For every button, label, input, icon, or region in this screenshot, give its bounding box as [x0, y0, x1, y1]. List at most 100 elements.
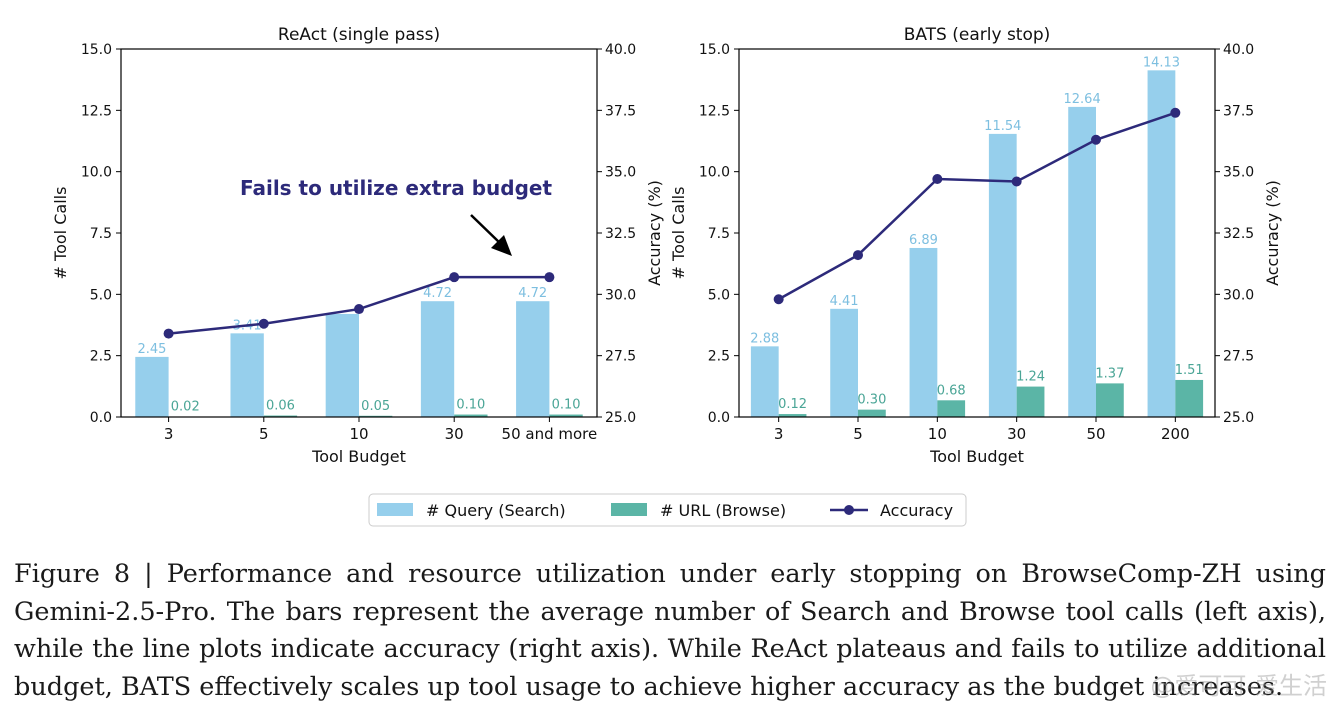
y2-axis-label: Accuracy (%) [1263, 180, 1282, 286]
accuracy-point [853, 250, 863, 261]
search-data-label: 4.41 [830, 294, 859, 309]
y2-tick-label: 25.0 [605, 410, 636, 426]
accuracy-point [354, 304, 364, 315]
browse-bar [263, 415, 298, 417]
search-bar [325, 313, 359, 417]
browse-bar [1016, 386, 1045, 417]
y-axis-label: # Tool Calls [669, 187, 688, 280]
figure-charts: 2.453.414.72 4.720.02 0.06 0.05 0.10 0.100.02… [51, 25, 1282, 527]
browse-data-label: 0.10 [552, 398, 581, 413]
browse-data-label: 0.68 [937, 383, 966, 398]
y2-tick-label: 25.0 [1223, 410, 1254, 426]
browse-bar [858, 409, 886, 417]
browse-data-label: 0.12 [778, 397, 807, 412]
y2-tick-label: 30.0 [605, 287, 636, 303]
y2-tick-label: 40.0 [605, 42, 636, 58]
legend-search-label: # Query (Search) [426, 501, 566, 520]
browse-bar [359, 415, 393, 417]
y2-tick-label: 35.0 [605, 165, 636, 181]
chart-2: 2.88 4.41 6.89 11.54 12.64 14.13 0.12 0.30 0.68 1… [669, 25, 1282, 466]
accuracy-line [778, 111, 1176, 301]
y2-tick-label: 37.5 [605, 103, 636, 119]
y-tick-label: 10.0 [81, 165, 112, 181]
accuracy-point [1011, 176, 1022, 187]
y-tick-label: 12.5 [699, 103, 730, 119]
y-tick-label: 2.5 [90, 349, 112, 365]
browse-data-label: 1.51 [1175, 363, 1204, 378]
search-data-label: 2.45 [137, 342, 166, 357]
x-axis-label: Tool Budget [311, 447, 406, 466]
x-tick-label: 5 [259, 425, 269, 443]
browse-data-label: 0.06 [266, 399, 295, 414]
x-tick-label: 5 [853, 425, 863, 443]
browse-data-label: 1.37 [1095, 366, 1124, 381]
annotation-arrow-head [491, 235, 512, 256]
x-axis-label: Tool Budget [929, 447, 1024, 466]
x-tick-label: 30 [1007, 425, 1026, 443]
browse-bar [778, 414, 807, 417]
search-bar [830, 308, 858, 417]
browse-bar [549, 414, 583, 417]
search-bar [420, 301, 455, 417]
search-bar [750, 346, 779, 417]
y2-tick-label: 27.5 [605, 349, 636, 365]
accuracy-point [163, 328, 174, 339]
search-bar [1147, 70, 1176, 418]
annotation-arrow-shaft [470, 214, 503, 246]
x-tick-label: 3 [774, 425, 784, 443]
y-tick-label: 5.0 [708, 287, 730, 303]
browse-bar [937, 400, 966, 417]
y2-tick-label: 32.5 [605, 226, 636, 242]
figure-caption: Figure 8 | Performance and resource util… [14, 559, 1326, 702]
accuracy-point [1091, 134, 1101, 145]
accuracy-point [449, 272, 460, 283]
browse-data-label: 0.30 [857, 393, 886, 408]
search-bar [516, 301, 550, 417]
accuracy-point [1170, 107, 1181, 118]
search-data-label: 2.88 [750, 331, 779, 346]
x-tick-label: 50 and more [502, 425, 598, 443]
y2-tick-label: 40.0 [1223, 42, 1254, 58]
search-bar [135, 356, 169, 417]
y-tick-label: 7.5 [90, 226, 112, 242]
y-axis-label: # Tool Calls [51, 187, 70, 280]
x-tick-label: 50 [1086, 425, 1105, 443]
search-data-label: 14.13 [1143, 55, 1180, 70]
y2-tick-label: 35.0 [1223, 165, 1254, 181]
browse-bar [454, 414, 488, 417]
x-tick-label: 10 [928, 425, 947, 443]
chart-1: 2.453.414.72 4.720.02 0.06 0.05 0.10 0.100.02… [51, 25, 664, 466]
accuracy-point [258, 318, 269, 329]
search-data-label: 4.72 [423, 286, 452, 301]
x-tick-label: 200 [1161, 425, 1190, 443]
search-data-label: 11.54 [984, 119, 1021, 134]
y-tick-label: 10.0 [699, 165, 730, 181]
browse-bar [1175, 379, 1204, 417]
browse-data-label: 0.05 [361, 399, 390, 414]
legend-browse-swatch [611, 503, 647, 516]
search-bar [988, 133, 1017, 418]
accuracy-point [544, 272, 555, 283]
legend-box [368, 493, 967, 527]
y2-axis-label: Accuracy (%) [645, 180, 664, 286]
y-tick-label: 15.0 [81, 42, 112, 58]
y2-tick-label: 37.5 [1223, 103, 1254, 119]
legend-accuracy-label: Accuracy [880, 501, 953, 520]
chart-title: ReAct (single pass) [278, 25, 440, 45]
browse-bar [1096, 383, 1124, 417]
legend: # Query (Search) # URL (Browse) Accuracy [368, 493, 967, 527]
y-tick-label: 15.0 [699, 42, 730, 58]
x-tick-label: 30 [445, 425, 464, 443]
search-data-label: 4.72 [518, 286, 547, 301]
search-data-label: 6.89 [909, 233, 938, 248]
accuracy-point [773, 294, 784, 305]
y-tick-label: 0.0 [90, 410, 112, 426]
search-bar [230, 333, 264, 417]
browse-data-label: 0.10 [456, 398, 485, 413]
browse-data-label: 0.02 [171, 400, 200, 415]
x-tick-label: 10 [349, 425, 368, 443]
legend-search-swatch [377, 503, 413, 516]
y2-tick-label: 27.5 [1223, 349, 1254, 365]
y2-tick-label: 32.5 [1223, 226, 1254, 242]
y-tick-label: 12.5 [81, 103, 112, 119]
